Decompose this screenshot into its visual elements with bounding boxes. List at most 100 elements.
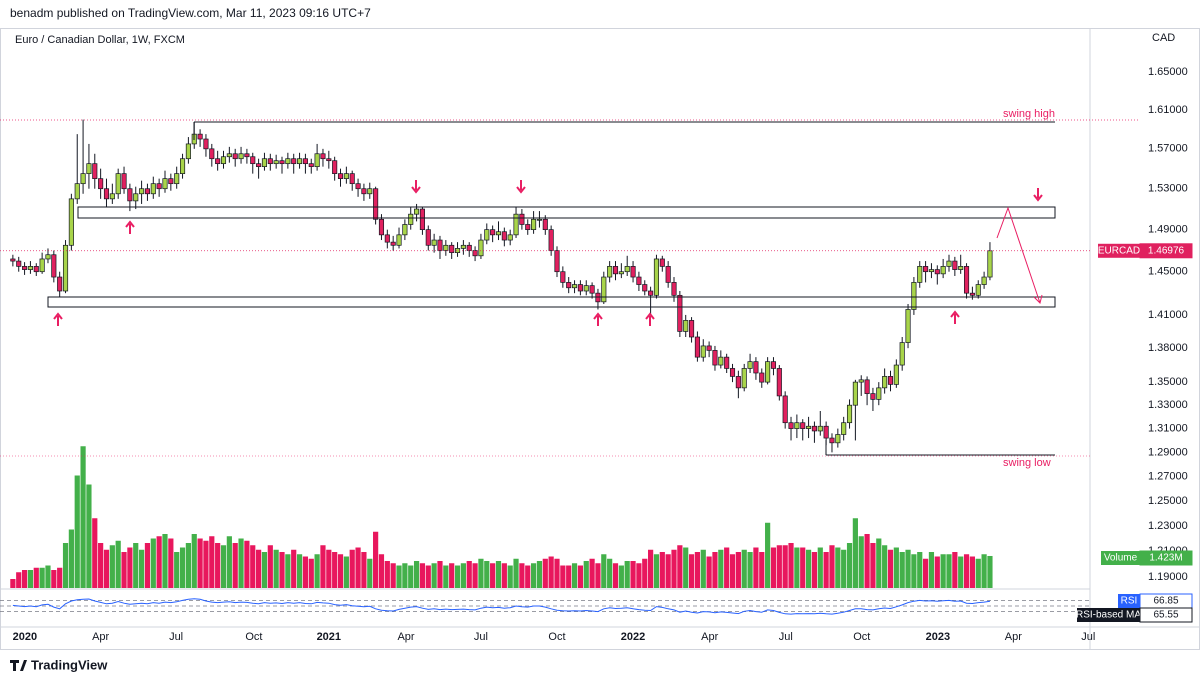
volume-bar (449, 563, 455, 588)
volume-bar (583, 561, 589, 588)
support-zone (47, 296, 1056, 308)
candle-body (735, 376, 741, 389)
volume-bar (109, 545, 115, 588)
volume-bar (191, 534, 197, 588)
candle-body (466, 244, 472, 251)
volume-bar (952, 552, 958, 588)
candle-body (115, 173, 121, 195)
volume-bar (326, 549, 332, 588)
candle-body (86, 163, 92, 174)
up-arrow (125, 220, 135, 234)
volume-bar (765, 522, 771, 588)
volume-bar (367, 558, 373, 588)
candle-body (478, 239, 484, 257)
candle-body (846, 404, 853, 424)
volume-bar (103, 549, 110, 588)
y-tick-label: 1.23000 (1148, 520, 1188, 532)
candle-body (326, 158, 332, 162)
candle-body (27, 266, 33, 270)
candle-body (806, 425, 812, 429)
volume-bar (320, 545, 326, 588)
volume-bar (220, 545, 227, 588)
candle-body (507, 234, 513, 241)
up-arrow (645, 312, 655, 326)
candle-body (256, 163, 262, 168)
candle-body (179, 158, 186, 174)
candle-body (987, 250, 993, 278)
volume-bar (683, 547, 689, 588)
candle-body (858, 379, 864, 383)
candle-body (22, 266, 28, 270)
candle-body (472, 250, 478, 257)
candle-body (601, 276, 607, 303)
volume-bar (882, 545, 888, 588)
candle-body (168, 178, 174, 185)
candle-body (33, 266, 39, 273)
volume-bar (981, 554, 987, 588)
candle-body (174, 173, 180, 185)
badge-label: RSI (1121, 596, 1138, 607)
volume-bar (33, 567, 39, 588)
volume-bar (934, 556, 940, 588)
volume-bar (659, 552, 665, 588)
candle-body (706, 345, 712, 351)
candle-body (911, 282, 917, 310)
candle-body (144, 188, 150, 195)
volume-bar (671, 549, 677, 588)
candle-body (917, 266, 923, 283)
candle-body (349, 173, 355, 185)
candle-body (226, 153, 232, 158)
y-tick-label: 1.29000 (1148, 446, 1188, 458)
volume-bar (86, 484, 92, 588)
volume-bar (788, 543, 794, 588)
volume-bar (168, 538, 174, 588)
volume-bar (355, 547, 361, 588)
candle-body (185, 143, 191, 160)
volume-bar (876, 538, 882, 588)
volume-bar (45, 565, 51, 588)
volume-bar (642, 558, 648, 588)
x-tick-label: 2023 (926, 631, 950, 643)
x-tick-label: 2020 (13, 631, 37, 643)
candle-body (121, 173, 127, 190)
volume-bar (337, 554, 344, 588)
volume-bar (68, 529, 74, 588)
y-tick-label: 1.53000 (1148, 183, 1188, 195)
y-tick-label: 1.57000 (1148, 143, 1188, 155)
candle-body (923, 266, 929, 273)
candle-body (829, 437, 835, 444)
volume-bar (144, 543, 151, 588)
volume-bar (361, 552, 367, 588)
volume-bar (706, 556, 712, 588)
candle-body (852, 381, 858, 406)
volume-bar (138, 549, 145, 588)
candle-body (68, 198, 74, 246)
candle-body (823, 425, 829, 439)
volume-bar (466, 561, 472, 588)
badge-label-bg (1101, 551, 1140, 565)
volume-bar (829, 545, 835, 588)
candle-body (571, 284, 578, 289)
y-tick-label: 1.65000 (1148, 66, 1188, 78)
volume-bar (238, 538, 244, 588)
candle-body (981, 276, 987, 285)
x-tick-label: 2022 (621, 631, 645, 643)
candle-body (203, 138, 209, 150)
candle-body (841, 422, 847, 435)
volume-bar (472, 563, 478, 588)
candle-body (969, 292, 975, 296)
volume-bar (92, 518, 98, 588)
volume-bar (969, 556, 975, 588)
candle-body (51, 254, 57, 278)
volume-bar (115, 540, 121, 588)
volume-bar (841, 549, 847, 588)
candle-body (876, 387, 882, 400)
volume-bar (741, 549, 747, 588)
candle-body (343, 173, 349, 179)
candle-body (882, 376, 888, 389)
candle-body (103, 188, 110, 200)
candle-body (741, 368, 747, 389)
candle-body (267, 158, 273, 165)
candle-body (583, 285, 589, 292)
candle-body (378, 218, 385, 236)
